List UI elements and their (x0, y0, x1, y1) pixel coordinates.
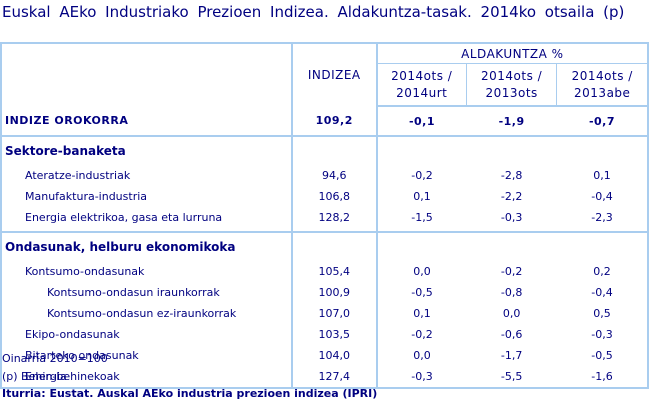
table-row: Ekipo-ondasunak 103,5 -0,2 -0,6 -0,3 (1, 324, 648, 345)
row-label: Ekipo-ondasunak (1, 324, 293, 345)
header-index: INDIZEA (291, 43, 378, 106)
row-c3: -0,5 (591, 349, 613, 362)
row-c1: -1,5 (376, 207, 467, 233)
row-c1: 0,1 (413, 307, 431, 320)
row-c3: -2,3 (556, 207, 648, 233)
row-c2: -0,2 (500, 265, 523, 278)
row-c2: -0,3 (466, 207, 557, 233)
total-row: INDIZE OROKORRA 109,2 -0,1 -1,9 -0,7 (1, 106, 648, 137)
row-label: Kontsumo-ondasunak (1, 261, 293, 282)
footer-base-note: Oinarria 2010=100 (2, 352, 108, 365)
total-c2: -1,9 (466, 106, 557, 137)
row-index: 100,9 (291, 282, 378, 303)
row-c2: -0,6 (500, 328, 523, 341)
row-label: Energia (1, 366, 293, 388)
total-index: 109,2 (291, 106, 378, 137)
row-c1: -0,3 (411, 370, 433, 383)
table-row: Kontsumo-ondasun iraunkorrak 100,9 -0,5 … (1, 282, 648, 303)
row-index: 105,4 (291, 261, 378, 282)
row-label: Kontsumo-ondasun iraunkorrak (1, 282, 293, 303)
section-title: Sektore-banaketa (1, 136, 293, 165)
row-c2: -5,5 (500, 370, 523, 383)
row-c1: -0,2 (411, 328, 433, 341)
header-col-3: 2014ots / 2013abe (556, 63, 648, 107)
row-c1: 0,1 (413, 190, 431, 203)
row-label: Bitarteko ondasunak (1, 345, 293, 366)
header-change-group: ALDAKUNTZA % (375, 43, 648, 64)
header-col-2-line2: 2013ots (485, 85, 538, 100)
header-col-2-line1: 2014ots / (481, 68, 543, 83)
row-c3: 0,5 (593, 307, 611, 320)
section-header-row: Ondasunak, helburu ekonomikoka (1, 232, 648, 261)
header-col-2: 2014ots / 2013ots (465, 63, 557, 107)
total-c1: -0,1 (376, 106, 467, 137)
table-row: Energia 127,4 -0,3 -5,5 -1,6 (1, 366, 648, 388)
table-row: Ateratze-industriak 94,6 -0,2 -2,8 0,1 (1, 165, 648, 186)
row-c2: -2,2 (500, 190, 523, 203)
header-label-cell (1, 43, 293, 106)
row-c3: -0,3 (591, 328, 613, 341)
row-label: Energia elektrikoa, gasa eta lurruna (1, 207, 293, 233)
header-col-3-line2: 2013abe (574, 85, 631, 100)
section-header-row: Sektore-banaketa (1, 136, 648, 165)
header-col-1-line2: 2014urt (396, 85, 448, 100)
row-c1: -0,2 (411, 169, 433, 182)
total-c3: -0,7 (556, 106, 648, 137)
row-c3: -0,4 (591, 286, 613, 299)
row-c2: -1,7 (500, 349, 523, 362)
table-row: Bitarteko ondasunak 104,0 0,0 -1,7 -0,5 (1, 345, 648, 366)
row-c3: 0,2 (593, 265, 611, 278)
row-c2: -0,8 (500, 286, 523, 299)
row-label: Manufaktura-industria (1, 186, 293, 207)
price-index-table: INDIZEA ALDAKUNTZA % 2014ots / 2014urt 2… (0, 42, 649, 389)
row-c3: 0,1 (593, 169, 611, 182)
row-c1: 0,0 (413, 265, 431, 278)
row-c1: 0,0 (413, 349, 431, 362)
row-index: 127,4 (291, 366, 378, 388)
row-c3: -0,4 (591, 190, 613, 203)
row-index: 106,8 (291, 186, 378, 207)
header-row-columns: 2014ots / 2014urt 2014ots / 2013ots 2014… (1, 63, 648, 107)
footer-provisional-note: (p) Behin-behinekoak (2, 370, 120, 383)
row-c1: -0,5 (411, 286, 433, 299)
table-row: Kontsumo-ondasun ez-iraunkorrak 107,0 0,… (1, 303, 648, 324)
row-label: Ateratze-industriak (1, 165, 293, 186)
header-col-1: 2014ots / 2014urt (375, 63, 467, 107)
row-index: 94,6 (291, 165, 378, 186)
row-index: 128,2 (291, 207, 378, 233)
page-title: Euskal AEko Industriako Prezioen Indizea… (2, 3, 625, 21)
table-row: Manufaktura-industria 106,8 0,1 -2,2 -0,… (1, 186, 648, 207)
section-title: Ondasunak, helburu ekonomikoka (1, 232, 293, 261)
row-index: 104,0 (291, 345, 378, 366)
row-index: 107,0 (291, 303, 378, 324)
header-row-group: INDIZEA ALDAKUNTZA % (1, 43, 648, 106)
row-label: Kontsumo-ondasun ez-iraunkorrak (1, 303, 293, 324)
footer-source: Iturria: Eustat. Auskal AEko industria p… (2, 387, 378, 400)
row-c2: -2,8 (500, 169, 523, 182)
table-row: Energia elektrikoa, gasa eta lurruna 128… (1, 207, 648, 233)
header-col-1-line1: 2014ots / (391, 68, 453, 83)
header-col-3-line1: 2014ots / (571, 68, 633, 83)
row-c3: -1,6 (591, 370, 613, 383)
table-row: Kontsumo-ondasunak 105,4 0,0 -0,2 0,2 (1, 261, 648, 282)
row-index: 103,5 (291, 324, 378, 345)
row-c2: 0,0 (502, 307, 521, 320)
total-label: INDIZE OROKORRA (1, 106, 293, 137)
